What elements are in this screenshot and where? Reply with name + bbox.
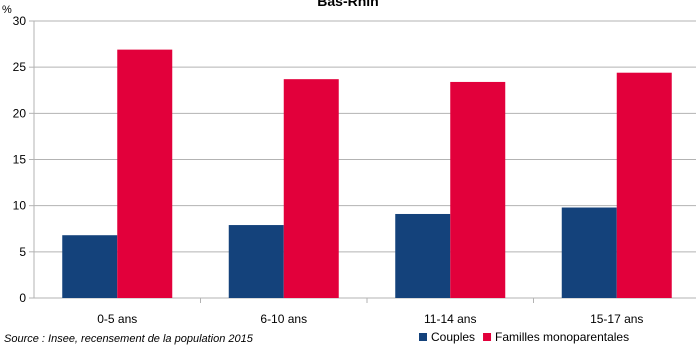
y-tick-label: 10 [13, 199, 27, 213]
y-tick-labels: 0 5 10 15 20 25 30 [13, 14, 27, 305]
y-axis-label: % [2, 4, 12, 16]
x-tick-label: 11-14 ans [424, 312, 476, 326]
bar-couples-1 [228, 225, 284, 298]
legend-label-1: Familles monoparentales [495, 330, 629, 344]
y-tick-label: 5 [19, 245, 26, 259]
legend-label-0: Couples [431, 330, 475, 344]
bar-couples-3 [561, 207, 617, 298]
y-tick-label: 20 [13, 106, 27, 120]
x-tick-labels: 0-5 ans 6-10 ans 11-14 ans 15-17 ans [97, 312, 643, 326]
bar-familles-monoparentales-1 [283, 79, 339, 298]
y-tick-label: 15 [13, 153, 27, 167]
legend: Couples Familles monoparentales [419, 330, 629, 344]
source-note: Source : Insee, recensement de la popula… [4, 333, 254, 345]
legend-swatch-1 [483, 333, 492, 341]
x-tick-label: 0-5 ans [97, 312, 137, 326]
y-tick-label: 25 [13, 60, 27, 74]
bars [62, 49, 672, 298]
bar-familles-monoparentales-0 [117, 49, 173, 298]
x-tick-label: 6-10 ans [260, 312, 307, 326]
bar-couples-2 [395, 213, 451, 298]
bar-couples-0 [62, 235, 118, 298]
bar-familles-monoparentales-2 [450, 81, 506, 298]
chart-title: Bas-Rhin [317, 0, 378, 9]
y-tick-label: 30 [13, 14, 27, 28]
bar-familles-monoparentales-3 [616, 72, 672, 298]
y-tick-label: 0 [19, 291, 26, 305]
x-tick-label: 15-17 ans [590, 312, 643, 326]
legend-swatch-0 [419, 333, 427, 341]
